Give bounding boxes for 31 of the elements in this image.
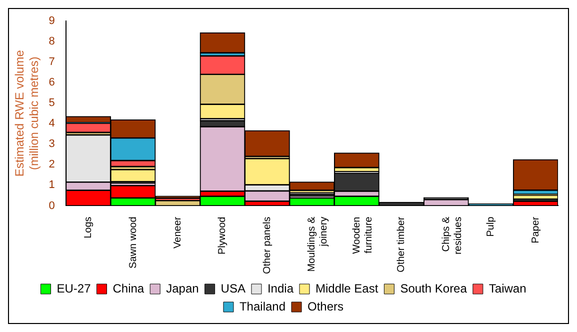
legend-label: India	[267, 281, 294, 296]
legend-label: EU-27	[56, 281, 92, 296]
x-tick-label: Plywood	[217, 216, 228, 255]
legend-label: China	[112, 281, 144, 296]
y-tick-label: 4	[48, 118, 55, 130]
x-tick-label: Chips & residues	[440, 216, 464, 255]
x-tick-label: Mouldings & joinery	[306, 216, 330, 272]
legend-label: USA	[220, 281, 246, 296]
y-tick-label: 9	[48, 15, 55, 28]
legend-label: Thailand	[239, 299, 286, 314]
x-tick-label: Other panels	[262, 216, 273, 274]
y-tick-label: 7	[48, 56, 55, 68]
legend-label: Others	[308, 299, 344, 314]
x-tick-label: Pulp	[486, 216, 497, 237]
y-axis-title: Estimated RWE volume (million cubic metres)	[12, 50, 41, 177]
y-tick-label: 5	[48, 97, 55, 110]
y-tick-label: 0	[48, 200, 55, 212]
y-tick-label: 8	[48, 36, 55, 48]
x-tick-label: Other timber	[396, 216, 408, 272]
x-tick-label: Paper	[530, 216, 542, 244]
legend-label: Japan	[166, 281, 199, 296]
y-tick-label: 3	[48, 138, 55, 150]
legend-label: South Korea	[400, 281, 468, 296]
legend-label: Middle East	[315, 281, 379, 296]
x-tick-label: Sawn wood	[128, 216, 139, 268]
legend-label: Taiwan	[488, 281, 526, 296]
x-tick-label: Veneer	[172, 216, 184, 248]
y-tick-label: 6	[48, 76, 55, 89]
x-tick-label: Logs	[83, 216, 94, 238]
y-tick-label: 1	[48, 179, 55, 192]
y-tick-label: 2	[48, 158, 55, 171]
